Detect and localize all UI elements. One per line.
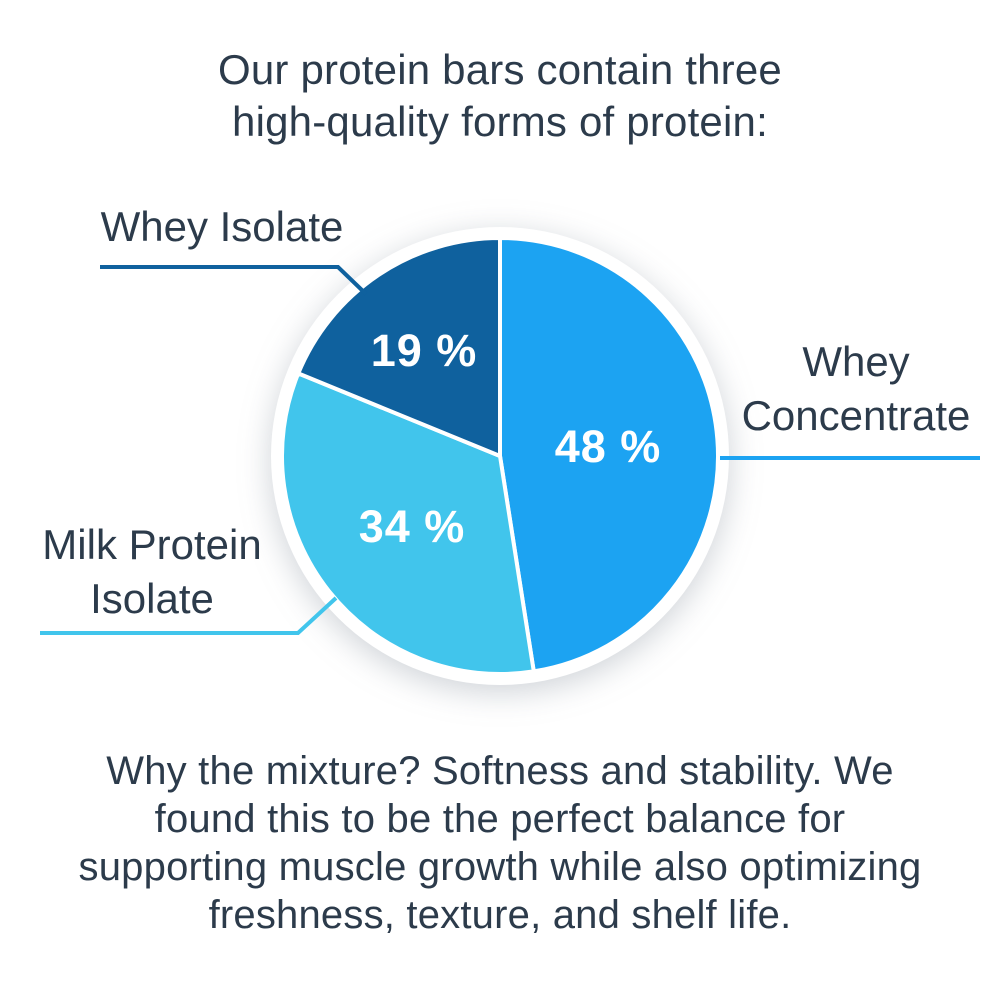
footer-paragraph: Why the mixture? Softness and stability.… — [0, 747, 1000, 939]
footer-line-2: found this to be the perfect balance for — [154, 797, 846, 841]
callout-label-whey-concentrate-line-2: Concentrate — [741, 392, 971, 439]
slice-value-whey-concentrate: 48 % — [554, 421, 662, 472]
footer-line-4: freshness, texture, and shelf life. — [208, 893, 792, 937]
whey-isolate-leader-line — [100, 265, 368, 296]
page-title-line-2: high-quality forms of protein: — [232, 98, 768, 145]
slice-value-milk-protein-isolate: 34 % — [358, 501, 466, 552]
callout-label-milk-protein-line-2: Isolate — [90, 575, 214, 622]
pie-slices — [279, 236, 721, 676]
pie-slice-whey-concentrate — [498, 236, 721, 674]
page-title-line-1: Our protein bars contain three — [218, 46, 782, 93]
slice-value-whey-isolate: 19 % — [370, 325, 478, 376]
callout-label-whey-concentrate: Whey Concentrate — [742, 335, 971, 443]
pie-slice-milk-protein-isolate — [279, 371, 536, 676]
callout-label-whey-concentrate-line-1: Whey — [802, 338, 910, 385]
milk-protein-leader-line — [40, 596, 338, 635]
callout-label-whey-isolate: Whey Isolate — [101, 200, 344, 254]
callout-label-milk-protein-isolate: Milk Protein Isolate — [42, 518, 261, 626]
page-title: Our protein bars contain three high-qual… — [0, 44, 1000, 148]
callout-label-whey-isolate-text: Whey Isolate — [100, 203, 344, 250]
callout-label-milk-protein-line-1: Milk Protein — [42, 521, 262, 568]
footer-line-3: supporting muscle growth while also opti… — [78, 845, 922, 889]
footer-line-1: Why the mixture? Softness and stability.… — [106, 749, 894, 793]
pie-slice-whey-isolate — [296, 236, 502, 458]
